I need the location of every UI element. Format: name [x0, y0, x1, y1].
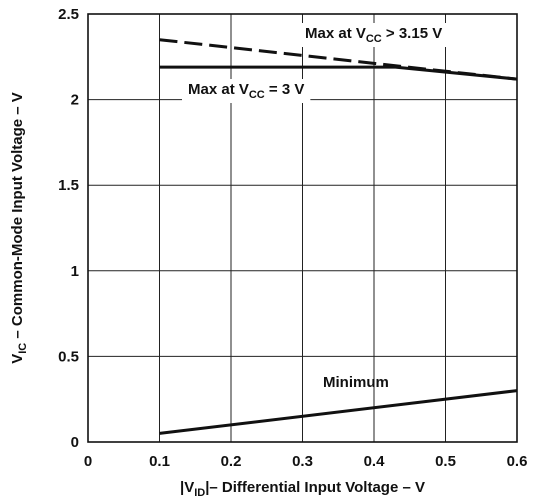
y-axis-label-sub: IC — [17, 343, 29, 354]
y-axis-ticks: 0 0.5 1 1.5 2 2.5 — [58, 6, 79, 451]
x-tick-label-5: 0.5 — [435, 453, 456, 470]
x-axis-ticks: 0 0.1 0.2 0.3 0.4 0.5 0.6 — [84, 453, 528, 470]
x-tick-label-6: 0.6 — [507, 453, 528, 470]
annotation-max-vcc-3v-pre: Max at V — [188, 81, 249, 98]
x-tick-label-3: 0.3 — [292, 453, 313, 470]
y-tick-label-2: 1 — [71, 263, 79, 280]
y-tick-label-4: 2 — [71, 92, 79, 109]
y-tick-label-0: 0 — [71, 434, 79, 451]
y-axis-label-pre: V — [9, 354, 26, 364]
y-tick-label-5: 2.5 — [58, 6, 79, 23]
y-axis-label: VIC – Common-Mode Input Voltage – V — [9, 92, 29, 364]
x-axis-label-sub: ID — [194, 487, 205, 499]
annotation-max-vcc-3-15v: Max at VCC > 3.15 V — [305, 25, 442, 45]
annotation-max-vcc-3-15v-pre: Max at V — [305, 25, 366, 42]
x-axis-label-post: |– Differential Input Voltage – V — [205, 479, 425, 496]
plot-border — [87, 13, 518, 443]
annotation-minimum: Minimum — [323, 374, 389, 391]
series-layer — [159, 38, 518, 435]
annotation-max-vcc-3v-sub: CC — [249, 89, 265, 101]
annotation-max-vcc-3v-background — [182, 79, 311, 103]
y-tick-label-1: 0.5 — [58, 348, 79, 365]
x-axis-label: |VID|– Differential Input Voltage – V — [180, 479, 425, 499]
plot-frame — [87, 13, 518, 443]
annotation-max-vcc-3v-post: = 3 V — [265, 81, 305, 98]
x-tick-label-2: 0.2 — [221, 453, 242, 470]
annotation-max-vcc-3-15v-post: > 3.15 V — [382, 25, 442, 42]
series-max-vcc-3v-line — [159, 65, 518, 81]
x-tick-label-1: 0.1 — [149, 453, 170, 470]
x-tick-label-4: 0.4 — [364, 453, 386, 470]
annotation-max-vcc-3-15v-sub: CC — [366, 33, 382, 45]
annotation-max-vcc-3v: Max at VCC = 3 V — [188, 81, 304, 101]
annotation-max-vcc-3-15v-group: Max at VCC > 3.15 V — [299, 23, 449, 47]
series-max-vcc-3-15v-line — [159, 38, 518, 81]
x-axis-label-pre: |V — [180, 479, 194, 496]
annotation-minimum-group: Minimum — [323, 374, 389, 391]
annotation-max-vcc-3-15v-background — [299, 23, 449, 47]
series-minimum-line — [159, 389, 518, 435]
annotation-max-vcc-3v-group: Max at VCC = 3 V — [182, 79, 311, 103]
y-tick-label-3: 1.5 — [58, 177, 79, 194]
x-tick-label-0: 0 — [84, 453, 92, 470]
y-axis-label-post: – Common-Mode Input Voltage – V — [9, 92, 26, 343]
annotation-minimum-pre: Minimum — [323, 374, 389, 391]
